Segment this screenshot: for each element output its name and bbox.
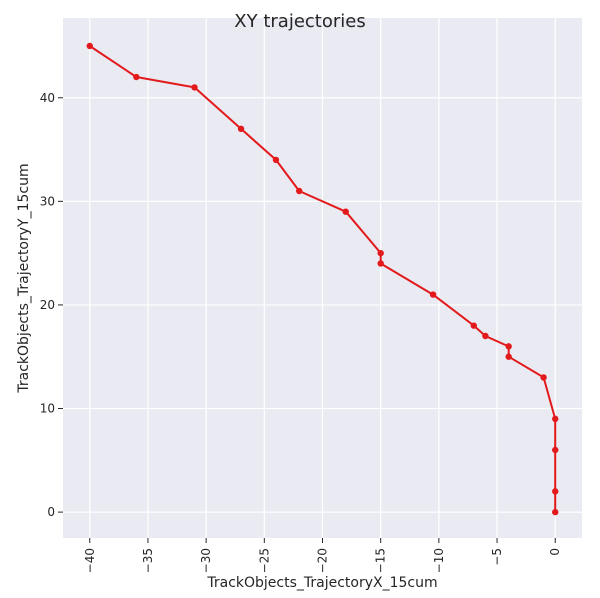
series-layer [86,42,559,516]
trajectory-point [86,42,93,50]
trajectory-point [377,249,384,257]
chart-title: XY trajectories [234,11,365,32]
trajectory-point [552,488,559,495]
trajectory-point [482,332,489,340]
tick-labels: −40 −35 −30 −25 −20 −15 −10 −5 0 0 10 20 30 40 [40,91,563,574]
trajectory-point [552,508,559,516]
trajectory-point [272,156,280,164]
trajectory-point [505,353,512,360]
y-tick-label: 40 [40,91,55,105]
x-tick-label: −10 [432,548,446,573]
y-tick-label: 30 [40,194,55,208]
trajectory-point [429,291,437,298]
trajectory-point [342,208,349,215]
y-tick-label: 0 [47,505,55,519]
x-axis-label: TrackObjects_TrajectoryX_15cum [206,575,437,591]
x-tick-label: 0 [548,548,562,556]
x-tick-label: −35 [141,548,155,573]
y-axis-label: TrackObjects_TrajectoryY_15cum [16,163,32,393]
x-tick-label: −20 [316,548,330,573]
trajectory-point [296,187,303,195]
trajectory-point [540,374,547,381]
trajectory-point [133,73,140,81]
trajectory-point [237,125,245,133]
trajectory-point [377,260,384,267]
x-tick-label: −5 [490,548,504,566]
x-tick-label: −15 [374,548,388,573]
trajectory-point [505,343,512,350]
x-tick-label: −25 [257,548,271,573]
trajectory-point [552,415,559,423]
x-tick-label: −30 [199,548,213,573]
trajectory-point [552,446,559,454]
y-tick-label: 20 [40,298,55,312]
grid-lines [63,18,582,538]
trajectory-point [470,322,477,329]
trajectory-point [191,84,198,91]
x-tick-label: −40 [83,548,97,573]
y-tick-label: 10 [40,402,55,416]
